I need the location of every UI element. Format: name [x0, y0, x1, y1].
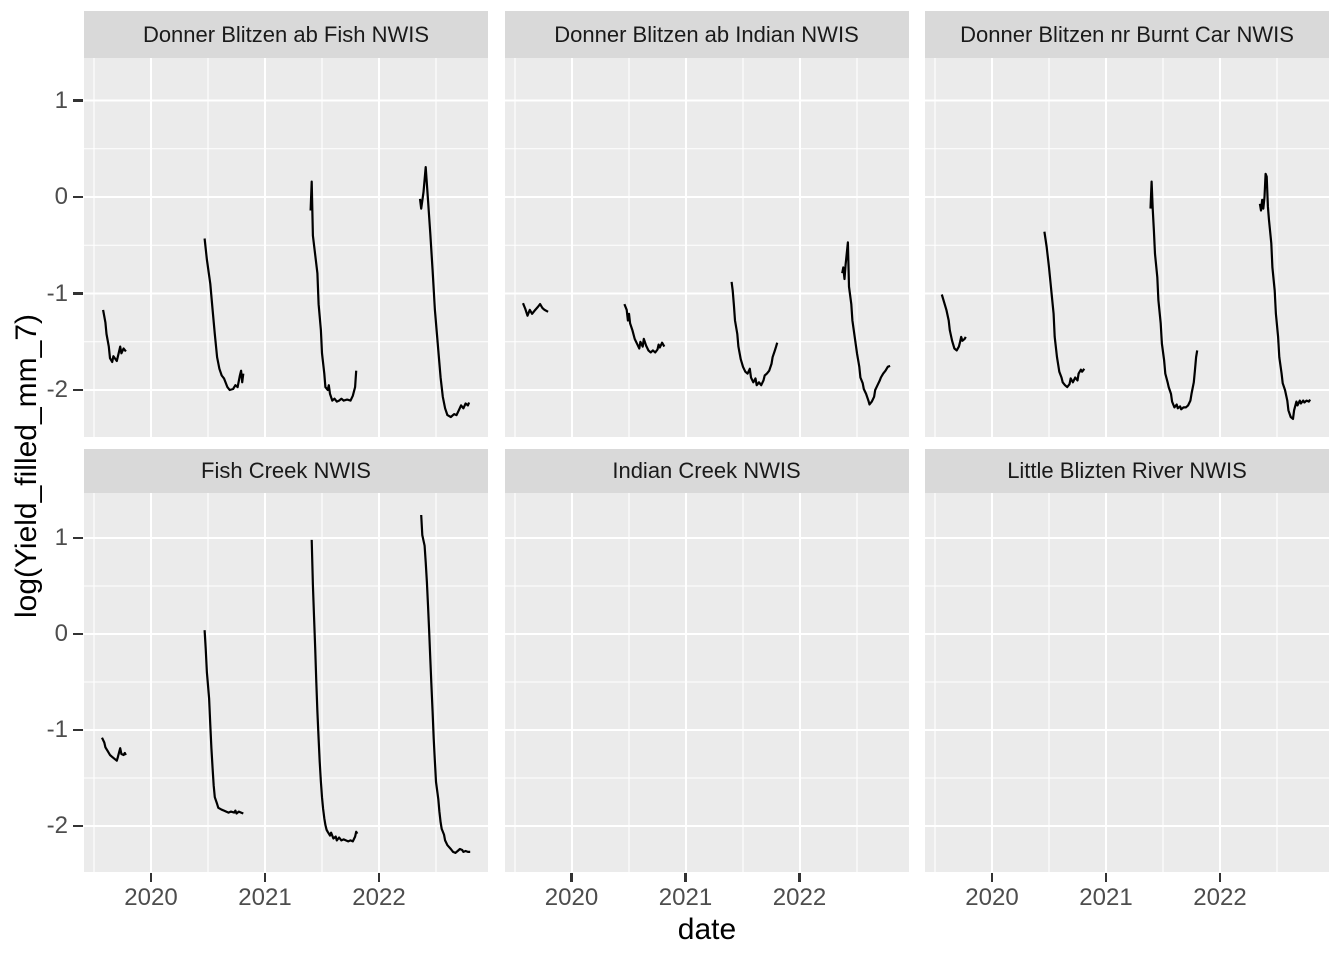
panel-canvas	[925, 58, 1329, 437]
x-tick-label: 2020	[544, 884, 599, 911]
x-tick-mark	[149, 873, 153, 882]
facet-panel	[925, 58, 1329, 437]
y-tick-label: -2	[46, 376, 68, 403]
yield-line-segment	[102, 309, 127, 364]
x-tick-label: 2020	[124, 884, 178, 911]
x-tick-label: 2021	[238, 884, 292, 911]
facet-panel	[84, 58, 488, 437]
facet-strip-label: Little Blizten River NWIS	[1007, 458, 1247, 483]
x-tick-mark	[1218, 873, 1222, 882]
y-axis-title: log(Yield_filled_mm_7)	[10, 313, 43, 619]
facet-strip-label: Donner Blitzen nr Burnt Car NWIS	[960, 21, 1294, 47]
y-tick-label: -1	[46, 279, 68, 307]
yield-line-segment	[420, 514, 471, 854]
facet-strip: Donner Blitzen ab Indian NWIS	[504, 11, 909, 58]
yield-line-segment	[1149, 180, 1199, 411]
x-tick-mark	[684, 873, 687, 882]
yield-line-segment	[203, 238, 245, 392]
yield-line-segment	[101, 737, 127, 762]
yield-line-segment	[309, 180, 358, 403]
x-tick-mark	[798, 873, 801, 882]
yield-line-segment	[940, 294, 967, 352]
panel-canvas	[84, 493, 488, 872]
facet-panel	[925, 493, 1329, 872]
panel-canvas	[84, 58, 488, 437]
x-tick-label: 2022	[1193, 884, 1247, 911]
yield-line-segment	[622, 303, 665, 354]
yield-line-segment	[521, 302, 549, 317]
y-tick-label: 1	[54, 524, 68, 551]
y-tick-mark	[73, 195, 83, 199]
x-tick-mark	[1104, 873, 1108, 882]
facet-strip: Donner Blitzen ab Fish NWIS	[84, 11, 488, 58]
x-tick-mark	[263, 873, 267, 882]
yield-line-segment	[1043, 231, 1086, 389]
x-tick-mark	[570, 873, 573, 882]
facet-strip-label: Fish Creek NWIS	[201, 458, 371, 483]
facet-panel	[504, 58, 909, 437]
panel-canvas	[504, 58, 909, 437]
x-tick-label: 2022	[772, 884, 827, 911]
y-tick-mark	[73, 292, 83, 295]
y-tick-label: 1	[54, 86, 68, 114]
facet-strip: Fish Creek NWIS	[84, 449, 488, 493]
y-tick-mark	[73, 536, 83, 540]
yield-line-segment	[1258, 172, 1312, 420]
yield-line-segment	[203, 630, 244, 815]
facet-panel	[84, 493, 488, 872]
facet-strip-label: Donner Blitzen ab Indian NWIS	[554, 21, 859, 47]
y-tick-label: -2	[46, 812, 68, 839]
facet-strip: Donner Blitzen nr Burnt Car NWIS	[925, 11, 1329, 58]
y-tick-mark	[73, 99, 83, 102]
x-tick-label: 2022	[352, 884, 406, 911]
x-tick-mark	[377, 873, 381, 882]
facet-strip-label: Indian Creek NWIS	[612, 458, 801, 483]
yield-line-segment	[310, 539, 359, 843]
x-tick-label: 2021	[1079, 884, 1133, 911]
y-tick-label: 0	[54, 620, 68, 647]
y-tick-mark	[73, 388, 83, 392]
x-tick-label: 2020	[965, 884, 1019, 911]
yield-line-segment	[418, 165, 471, 419]
y-tick-mark	[73, 824, 83, 828]
yield-line-segment	[840, 241, 891, 406]
y-tick-mark	[73, 728, 83, 732]
x-tick-label: 2021	[658, 884, 713, 911]
facet-strip: Little Blizten River NWIS	[925, 449, 1329, 493]
y-tick-mark	[73, 632, 83, 636]
facet-strip-label: Donner Blitzen ab Fish NWIS	[142, 21, 430, 47]
x-tick-mark	[990, 873, 994, 882]
panel-canvas	[925, 493, 1329, 872]
x-axis-title: date	[677, 913, 737, 946]
panel-canvas	[504, 493, 909, 872]
y-tick-label: -1	[46, 716, 68, 743]
facet-panel	[504, 493, 909, 872]
facet-strip: Indian Creek NWIS	[504, 449, 909, 493]
yield-line-segment	[730, 281, 778, 387]
y-tick-label: 0	[54, 183, 68, 210]
